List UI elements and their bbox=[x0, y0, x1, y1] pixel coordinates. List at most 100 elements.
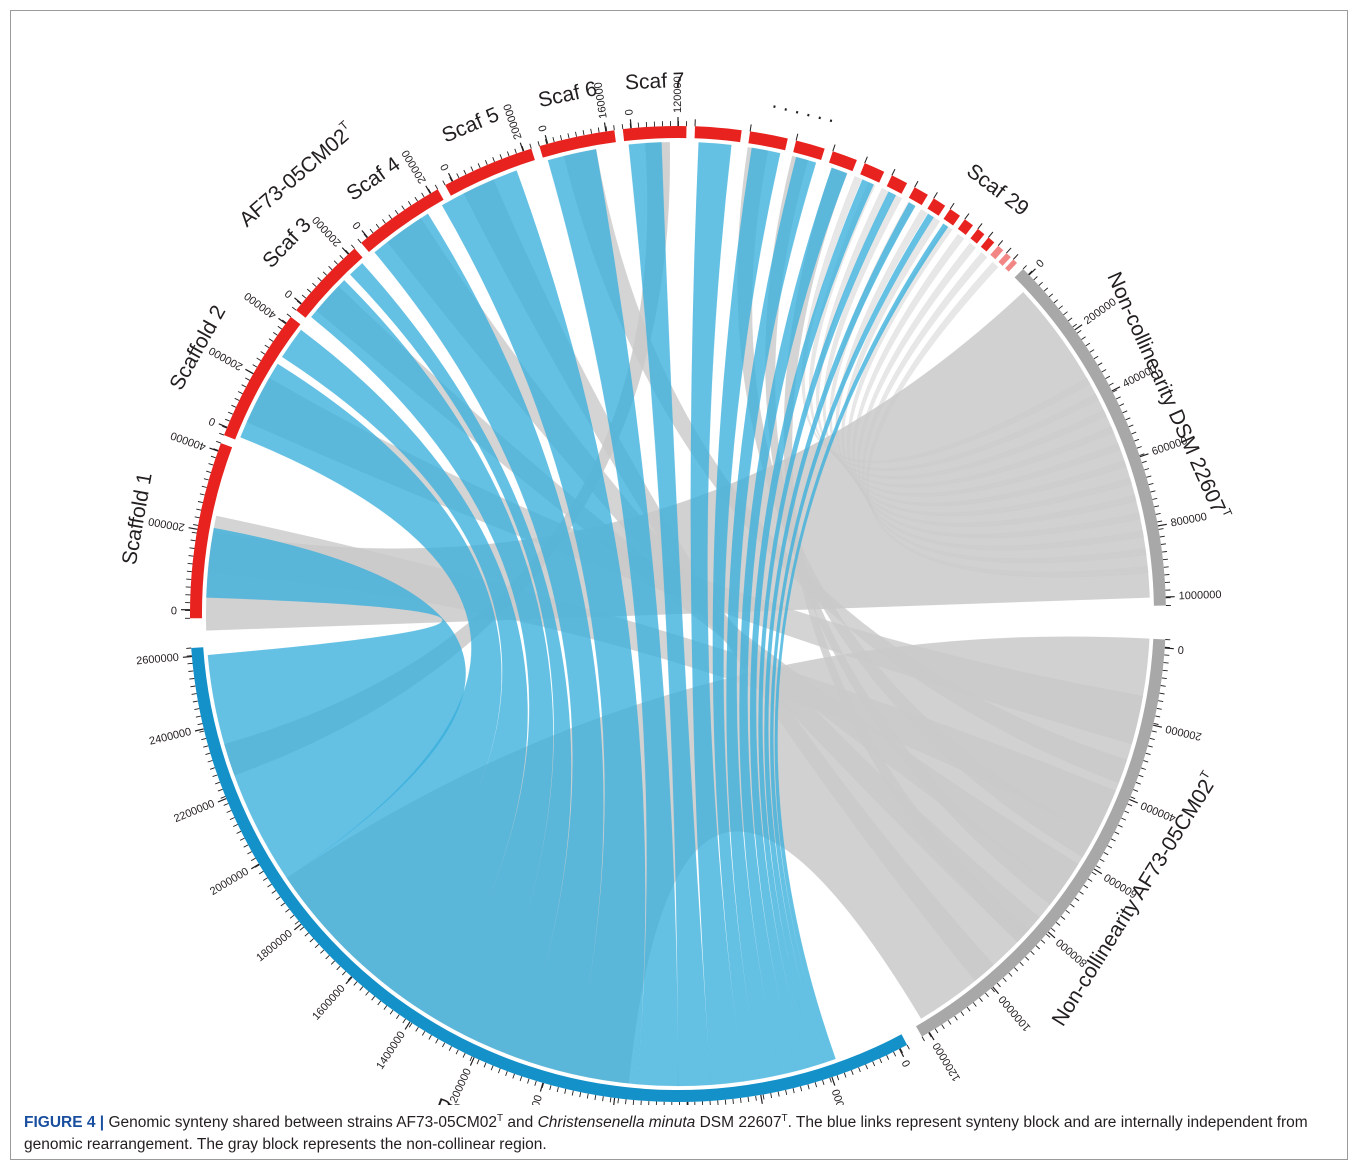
scaffold1-tick bbox=[206, 470, 212, 474]
scaf7-tick bbox=[621, 124, 624, 130]
dsm-tick bbox=[254, 864, 260, 868]
dsm-tick bbox=[189, 678, 195, 680]
scaffold1-major-tick bbox=[188, 527, 198, 530]
noncol_dsm-tick-label: 0 bbox=[1034, 257, 1047, 270]
dsm-tick bbox=[243, 844, 249, 848]
scaf5-arc bbox=[445, 148, 535, 196]
noncol_dsm-tick bbox=[1162, 551, 1168, 553]
noncol_af-tick bbox=[985, 992, 989, 998]
dsm-major-tick bbox=[217, 798, 227, 803]
dsm-tick bbox=[299, 926, 304, 931]
scaf4-tick-label: 200000 bbox=[400, 148, 429, 186]
noncol_af-tick-label: 1000000 bbox=[997, 993, 1034, 1033]
scaffold1-tick bbox=[203, 478, 209, 481]
noncol_dsm-tick bbox=[1158, 528, 1164, 530]
scaffold1-tick bbox=[187, 562, 193, 565]
dsm-tick bbox=[383, 1005, 388, 1010]
dsm-major-tick bbox=[613, 1097, 616, 1105]
dsm-tick bbox=[512, 1073, 515, 1079]
dsm-tick bbox=[212, 774, 218, 778]
small-scaffold-arc bbox=[943, 209, 960, 226]
dsm-tick-label: 1400000 bbox=[374, 1029, 408, 1071]
link-layer bbox=[205, 141, 1150, 1087]
dsm-tick bbox=[777, 1091, 780, 1097]
noncol_dsm-tick bbox=[1022, 265, 1027, 270]
noncol_af-tick bbox=[1143, 760, 1149, 763]
scaf3-label: Scaf 3 bbox=[258, 214, 316, 273]
noncol_af-major-tick bbox=[1153, 724, 1163, 728]
dsm-tick bbox=[442, 1042, 446, 1048]
track-layer bbox=[181, 117, 1175, 1105]
scaf3-tick bbox=[345, 249, 350, 255]
dsm-major-tick bbox=[182, 655, 192, 658]
dsm-tick bbox=[285, 908, 290, 913]
noncol_af-tick bbox=[1074, 897, 1080, 902]
dsm-tick bbox=[371, 996, 376, 1001]
dsm-tick bbox=[617, 1098, 619, 1104]
dsm-tick bbox=[483, 1062, 487, 1068]
dsm-tick bbox=[747, 1096, 750, 1102]
noncol_af-tick bbox=[1087, 878, 1093, 882]
noncol_dsm-tick bbox=[1136, 446, 1142, 449]
dsm-tick bbox=[505, 1071, 508, 1077]
noncol_af-major-tick bbox=[1093, 868, 1103, 875]
scaf4-tick bbox=[421, 192, 425, 198]
noncol_dsm-tick bbox=[1134, 438, 1140, 442]
dsm-tick bbox=[740, 1097, 742, 1103]
noncol_af-tick bbox=[947, 1020, 952, 1025]
caption-part-4: . The blue links represent synteny block… bbox=[24, 1114, 1308, 1153]
noncol_af-tick bbox=[941, 1024, 945, 1030]
dsm-tick bbox=[336, 965, 341, 971]
noncol_af-tick bbox=[1091, 871, 1097, 876]
dsm-tick bbox=[258, 870, 264, 875]
scaf5-tick bbox=[484, 160, 488, 165]
scaf6-tick bbox=[605, 126, 608, 132]
noncol_af-tick bbox=[1155, 715, 1161, 718]
scaf6-arc bbox=[539, 130, 616, 158]
scaf5-tick-label: 200000 bbox=[502, 102, 525, 141]
dsm-tick-label: 0 bbox=[900, 1058, 913, 1069]
small-scaffold-arc bbox=[957, 219, 973, 235]
dsm-arc bbox=[191, 647, 908, 1103]
small-scaffold-arc bbox=[927, 198, 946, 216]
dsm-tick bbox=[325, 955, 330, 960]
scaf6-label: Scaf 6 bbox=[536, 77, 599, 112]
scaffold2-tick bbox=[219, 432, 225, 436]
scaf29-label: Scaf 29 bbox=[962, 159, 1033, 220]
dsm-tick bbox=[314, 943, 320, 949]
noncol_af-tick bbox=[1147, 745, 1153, 748]
dsm-tick bbox=[203, 745, 209, 748]
dsm-tick bbox=[267, 883, 272, 888]
noncol_dsm-tick bbox=[1067, 317, 1073, 322]
noncol_dsm-tick bbox=[1081, 336, 1086, 340]
dsm-tick bbox=[435, 1038, 439, 1044]
small-scaffold-tick bbox=[977, 223, 983, 230]
small-scaffold-tick bbox=[949, 202, 955, 210]
scaf4-tick bbox=[401, 205, 405, 211]
dsm-tick bbox=[541, 1082, 545, 1089]
noncol_af-tick bbox=[1162, 669, 1168, 672]
scaf3-tick bbox=[333, 260, 338, 265]
dsm-tick bbox=[906, 1044, 910, 1050]
dsm-major-tick bbox=[404, 1021, 411, 1030]
dsm-tick bbox=[194, 708, 200, 711]
scaffold2-tick bbox=[252, 364, 258, 368]
small-scaffold-tick bbox=[864, 156, 868, 164]
scaf5-tick bbox=[499, 154, 503, 160]
scaffold1-tick bbox=[197, 501, 203, 504]
dsm-tick bbox=[396, 1014, 400, 1019]
noncol_dsm-tick bbox=[1105, 375, 1111, 379]
noncol_dsm-tick bbox=[1159, 535, 1165, 538]
scaf6-tick bbox=[582, 130, 585, 136]
noncol_af-tick bbox=[954, 1015, 958, 1021]
noncol_af-tick bbox=[960, 1011, 965, 1016]
noncol_af-tick bbox=[1083, 884, 1089, 889]
dsm-tick bbox=[294, 920, 300, 925]
scaf5-major-tick bbox=[447, 172, 454, 182]
scaffold1-tick bbox=[189, 547, 195, 549]
scaf3-tick bbox=[306, 288, 312, 293]
scaf3-tick bbox=[322, 271, 328, 276]
dsm-major-tick bbox=[898, 1048, 905, 1058]
dsm-tick bbox=[289, 914, 295, 919]
scaffold2-tick bbox=[237, 391, 243, 395]
